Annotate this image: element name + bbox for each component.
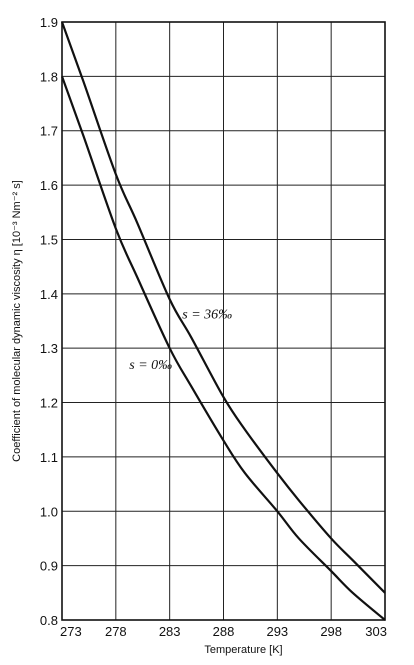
x-tick-label: 273 — [60, 624, 82, 639]
annotation-salinity-36: s = 36‰ — [182, 307, 232, 322]
series-group — [60, 21, 386, 621]
x-tick-label: 298 — [320, 624, 342, 639]
y-axis-label: Coefficient of molecular dynamic viscosi… — [11, 180, 23, 462]
y-tick-label: 1.0 — [40, 504, 58, 519]
y-tick-label: 1.8 — [40, 69, 58, 84]
y-tick-label: 1.9 — [40, 15, 58, 30]
x-tick-labels: 273 278 283 288 293 298 303 — [60, 624, 387, 639]
y-tick-label: 1.7 — [40, 124, 58, 139]
series-line-salinity-36 — [60, 21, 386, 594]
y-tick-label: 0.8 — [40, 613, 58, 628]
y-tick-label: 1.2 — [40, 396, 58, 411]
y-tick-label: 1.5 — [40, 232, 58, 247]
y-tick-labels: 0.8 0.9 1.0 1.1 1.2 1.3 1.4 1.5 1.6 1.7 1.8 1.9 — [40, 15, 58, 628]
series-annotations: s = 36‰ s = 0‰ — [129, 307, 232, 373]
y-tick-label: 1.6 — [40, 178, 58, 193]
x-tick-label: 293 — [266, 624, 288, 639]
x-axis-label: Temperature [K] — [204, 644, 282, 656]
y-tick-label: 1.1 — [40, 450, 58, 465]
y-tick-label: 0.9 — [40, 559, 58, 574]
x-tick-label: 303 — [365, 624, 387, 639]
grid-lines — [61, 21, 386, 621]
x-tick-label: 283 — [159, 624, 181, 639]
y-tick-label: 1.4 — [40, 287, 58, 302]
y-tick-label: 1.3 — [40, 341, 58, 356]
plot-frame — [61, 21, 386, 621]
x-tick-label: 288 — [213, 624, 235, 639]
series-line-salinity-0 — [60, 75, 386, 621]
x-tick-label: 278 — [105, 624, 127, 639]
annotation-salinity-0: s = 0‰ — [129, 358, 172, 373]
